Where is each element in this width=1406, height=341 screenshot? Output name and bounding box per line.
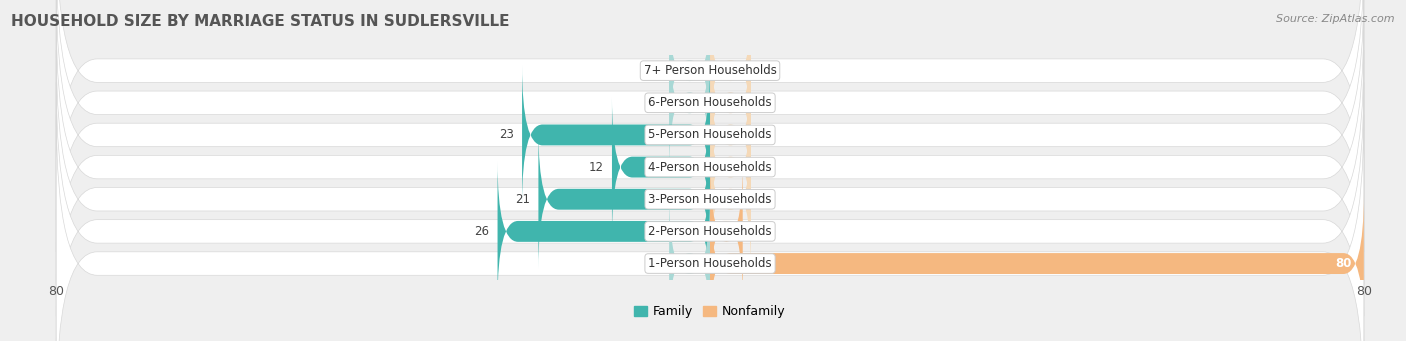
Text: 5-Person Households: 5-Person Households [648,129,772,142]
Text: 2-Person Households: 2-Person Households [648,225,772,238]
Text: Source: ZipAtlas.com: Source: ZipAtlas.com [1277,14,1395,24]
FancyBboxPatch shape [56,83,1364,341]
Text: 3-Person Households: 3-Person Households [648,193,772,206]
FancyBboxPatch shape [522,65,710,205]
Text: 0: 0 [759,161,766,174]
FancyBboxPatch shape [56,18,1364,316]
Text: 80: 80 [1336,257,1351,270]
Text: 1-Person Households: 1-Person Households [648,257,772,270]
Text: 4-Person Households: 4-Person Households [648,161,772,174]
Text: 23: 23 [499,129,515,142]
FancyBboxPatch shape [56,0,1364,220]
FancyBboxPatch shape [669,194,710,333]
FancyBboxPatch shape [710,162,742,301]
FancyBboxPatch shape [710,129,751,269]
FancyBboxPatch shape [710,97,751,237]
FancyBboxPatch shape [56,0,1364,284]
Text: HOUSEHOLD SIZE BY MARRIAGE STATUS IN SUDLERSVILLE: HOUSEHOLD SIZE BY MARRIAGE STATUS IN SUD… [11,14,510,29]
Text: 7+ Person Households: 7+ Person Households [644,64,776,77]
FancyBboxPatch shape [538,129,710,269]
FancyBboxPatch shape [710,1,751,140]
Text: 0: 0 [759,193,766,206]
FancyBboxPatch shape [498,162,710,301]
FancyBboxPatch shape [56,0,1364,252]
Text: 0: 0 [654,64,661,77]
Legend: Family, Nonfamily: Family, Nonfamily [630,300,790,323]
FancyBboxPatch shape [612,97,710,237]
FancyBboxPatch shape [669,33,710,173]
Text: 21: 21 [515,193,530,206]
FancyBboxPatch shape [710,33,751,173]
FancyBboxPatch shape [56,50,1364,341]
Text: 0: 0 [654,257,661,270]
Text: 26: 26 [474,225,489,238]
Text: 6-Person Households: 6-Person Households [648,96,772,109]
Text: 12: 12 [589,161,603,174]
FancyBboxPatch shape [710,65,751,205]
FancyBboxPatch shape [56,115,1364,341]
Text: 4: 4 [751,225,758,238]
Text: 0: 0 [759,129,766,142]
FancyBboxPatch shape [669,1,710,140]
FancyBboxPatch shape [710,194,1364,333]
Text: 0: 0 [654,96,661,109]
Text: 0: 0 [759,96,766,109]
Text: 0: 0 [759,64,766,77]
